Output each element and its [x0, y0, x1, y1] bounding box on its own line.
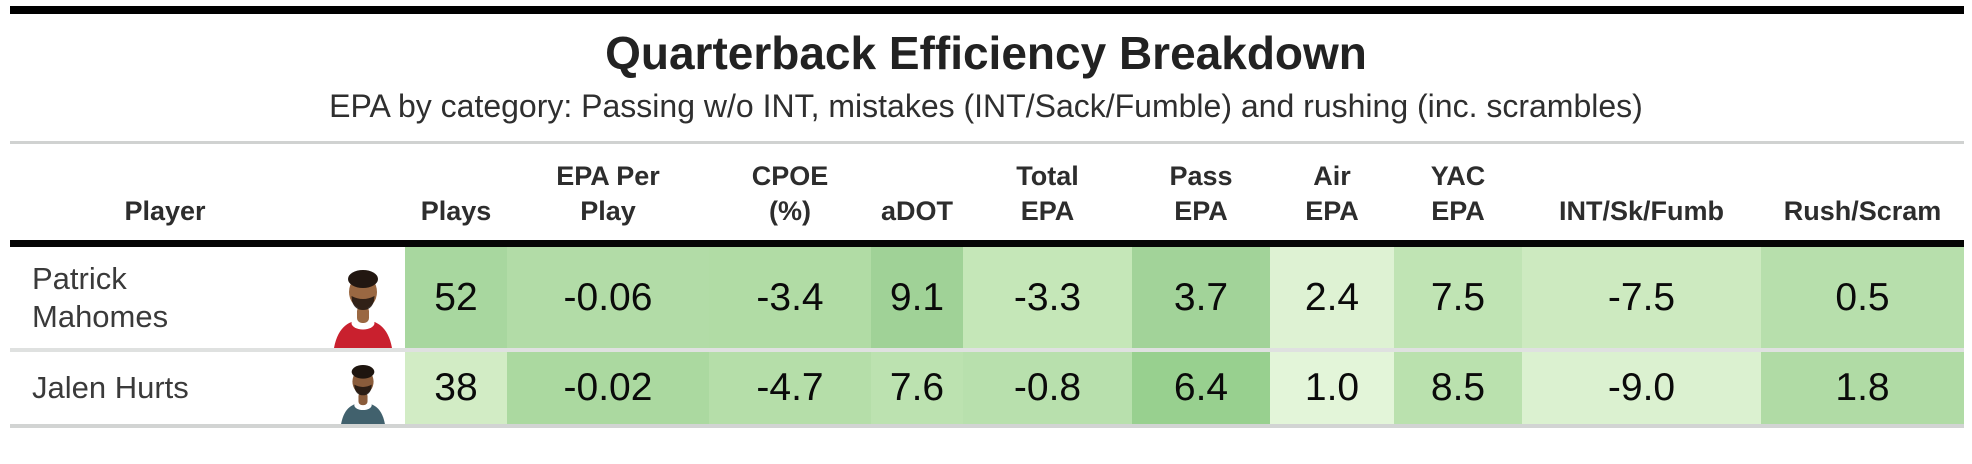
cell-cpoe: -4.7: [709, 352, 871, 424]
headshot-hair: [347, 270, 378, 288]
column-header-total: Total EPA: [1016, 160, 1079, 227]
cell-rush-scram: 0.5: [1761, 247, 1964, 348]
column-header-air: Air EPA: [1305, 160, 1359, 227]
cell-adot: 7.6: [871, 352, 963, 424]
table-bottom-rule: [10, 424, 1964, 428]
cell-total-epa: -0.8: [963, 352, 1132, 424]
cell-air-epa: 1.0: [1270, 352, 1394, 424]
player-name: Patrick Mahomes: [10, 247, 320, 348]
cell-cpoe: -3.4: [709, 247, 871, 348]
cell-int-sk-fumb: -7.5: [1522, 247, 1761, 348]
cell-pass-epa: 6.4: [1132, 352, 1270, 424]
column-header-player: Player: [124, 196, 206, 227]
column-header-int-sk-fumb: INT/Sk/Fumb: [1558, 196, 1724, 227]
cell-yac-epa: 8.5: [1394, 352, 1522, 424]
headshot-hair: [351, 365, 374, 379]
player-name-text: Patrick Mahomes: [32, 261, 169, 334]
cell-rush-scram: 1.8: [1761, 352, 1964, 424]
cell-adot: 9.1: [871, 247, 963, 348]
cell-epa-per-play: -0.02: [507, 352, 709, 424]
column-header-rush-scram: Rush/Scram: [1783, 196, 1942, 227]
column-header-yac: YAC EPA: [1430, 160, 1486, 227]
player-headshot-image: [340, 365, 385, 424]
cell-plays: 52: [405, 247, 507, 348]
table-row: Jalen Hurts 38 -0.02 -4.7 7.6 -0.8 6.4 1.0 8.5-…: [10, 352, 1964, 424]
headshot-neck: [357, 392, 368, 406]
headshot-beard: [353, 384, 372, 396]
row-divider: [10, 348, 1964, 352]
column-header-epa-per: EPA Per Play: [556, 160, 660, 227]
table-row: Patrick Mahomes 52 -0.06 -3.4 9.1 -3.3 3.7 2.4…: [10, 247, 1964, 348]
column-header-plays: Plays: [420, 196, 492, 227]
cell-total-epa: -3.3: [963, 247, 1132, 348]
headshot-beard: [351, 296, 374, 310]
cell-pass-epa: 3.7: [1132, 247, 1270, 348]
column-header-cpoe: CPOE (%): [751, 160, 829, 227]
headshot-neck: [356, 306, 369, 323]
table-subtitle: EPA by category: Passing w/o INT, mistak…: [329, 88, 1643, 124]
cell-air-epa: 2.4: [1270, 247, 1394, 348]
qb-efficiency-table: Quarterback Efficiency Breakdown EPA by …: [0, 6, 1972, 464]
player-headshot: [320, 352, 405, 424]
table-body: Patrick Mahomes 52 -0.06 -3.4 9.1 -3.3 3.7 2.4…: [0, 247, 1972, 424]
column-header-row: Player Plays EPA Per Play CPOE (%) aDOT Total…: [10, 144, 1964, 240]
player-headshot-image: [333, 270, 392, 348]
table-title: Quarterback Efficiency Breakdown: [605, 27, 1367, 79]
column-header-pass: Pass EPA: [1169, 160, 1233, 227]
cell-plays: 38: [405, 352, 507, 424]
cell-yac-epa: 7.5: [1394, 247, 1522, 348]
player-name: Jalen Hurts: [10, 352, 320, 424]
headshot-jersey: [340, 402, 385, 424]
headshot-jersey: [333, 320, 392, 348]
column-header-adot: aDOT: [880, 196, 953, 227]
player-name-text: Jalen Hurts: [32, 370, 189, 406]
column-header-headshot: [320, 230, 405, 240]
header-bottom-rule: [10, 240, 1964, 247]
headshot-collar: [353, 400, 372, 411]
cell-int-sk-fumb: -9.0: [1522, 352, 1761, 424]
header-top-rule: [10, 141, 1964, 144]
cell-epa-per-play: -0.06: [507, 247, 709, 348]
table-top-border: [10, 6, 1964, 14]
player-headshot: [320, 247, 405, 348]
